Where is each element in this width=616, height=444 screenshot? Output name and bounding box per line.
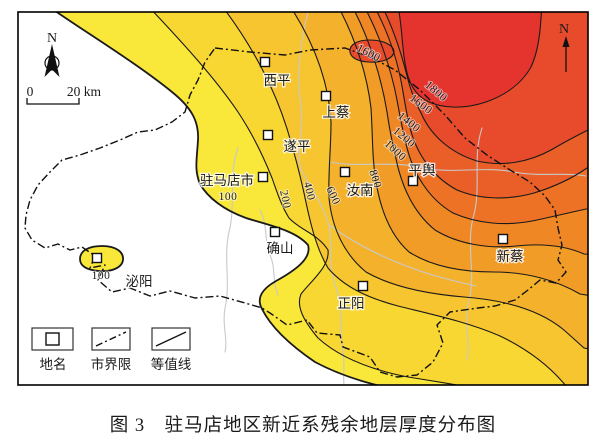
- city-label: 汝南: [347, 183, 374, 198]
- place-name-square-icon: [45, 332, 60, 346]
- city-pingyu: 平舆: [407, 162, 437, 187]
- city-boundary-line: [24, 47, 567, 378]
- figure-caption: 图 3 驻马店地区新近系残余地层厚度分布图: [110, 415, 496, 436]
- city-label: 驻马店市: [200, 172, 254, 188]
- map-legend: 地名 市界限 等值线: [31, 327, 192, 372]
- map-frame: [17, 11, 589, 386]
- north-label: N: [47, 31, 57, 46]
- city-label: 新蔡: [497, 249, 524, 264]
- city-marker: [407, 175, 419, 187]
- legend-city-boundary: 市界限: [91, 327, 132, 372]
- scale-bar: 0 20 km: [26, 84, 102, 105]
- city-runan: 汝南: [339, 166, 375, 199]
- city-marker: [320, 90, 332, 102]
- city-queshan: 确山: [265, 226, 295, 257]
- city-xiping: 西平: [259, 56, 292, 89]
- legend-place-name: 地名: [31, 327, 74, 372]
- north-arrow-head-icon: [562, 36, 570, 47]
- compass-needle-icon: [44, 44, 60, 77]
- contour-label-100: 100: [219, 191, 238, 203]
- city-label: 平舆: [409, 163, 436, 178]
- city-marker: [357, 280, 369, 292]
- city-marker: [497, 233, 509, 245]
- scale-end-label: 20 km: [67, 84, 102, 99]
- contour-label-400: 400: [301, 181, 317, 202]
- city-marker: [259, 56, 271, 68]
- city-marker: [339, 166, 351, 178]
- city-label: 遂平: [284, 139, 311, 154]
- legend-label: 市界限: [91, 356, 132, 372]
- city-shangcai: 上蔡: [320, 90, 351, 121]
- scale-bar-line: [26, 98, 80, 105]
- city-label: 确山: [267, 241, 294, 256]
- city-label: 西平: [264, 73, 291, 88]
- legend-label: 地名: [40, 357, 67, 372]
- contour-line-icon: [155, 331, 187, 347]
- city-zhumadian: 驻马店市: [199, 171, 269, 189]
- city-label: 泌阳: [126, 274, 153, 289]
- city-marker: [262, 129, 274, 141]
- city-marker: [91, 252, 103, 264]
- north-arrow-simple: N: [559, 22, 570, 72]
- legend-label: 等值线: [151, 356, 192, 372]
- cities: 西平 上蔡 遂平 驻马店市 汝南 平舆 确山 新蔡: [91, 56, 525, 312]
- city-biyang: 泌阳: [91, 252, 154, 290]
- city-label: 上蔡: [323, 105, 350, 120]
- boundary-line-icon: [95, 331, 127, 347]
- contour-label-100-biyang: 100: [92, 270, 111, 282]
- north-arrow-compass: N: [44, 31, 60, 77]
- city-suiping: 遂平: [262, 129, 312, 155]
- city-marker: [257, 171, 269, 183]
- scale-start-label: 0: [27, 84, 34, 99]
- city-xincai: 新蔡: [495, 233, 525, 265]
- contour-label-200: 200: [277, 189, 293, 210]
- city-marker: [269, 226, 281, 238]
- city-label: 正阳: [338, 296, 365, 311]
- north-label-2: N: [559, 22, 569, 37]
- legend-contour-line: 等值线: [151, 327, 192, 372]
- county-boundaries: [223, 12, 587, 385]
- city-zhengyang: 正阳: [336, 280, 369, 312]
